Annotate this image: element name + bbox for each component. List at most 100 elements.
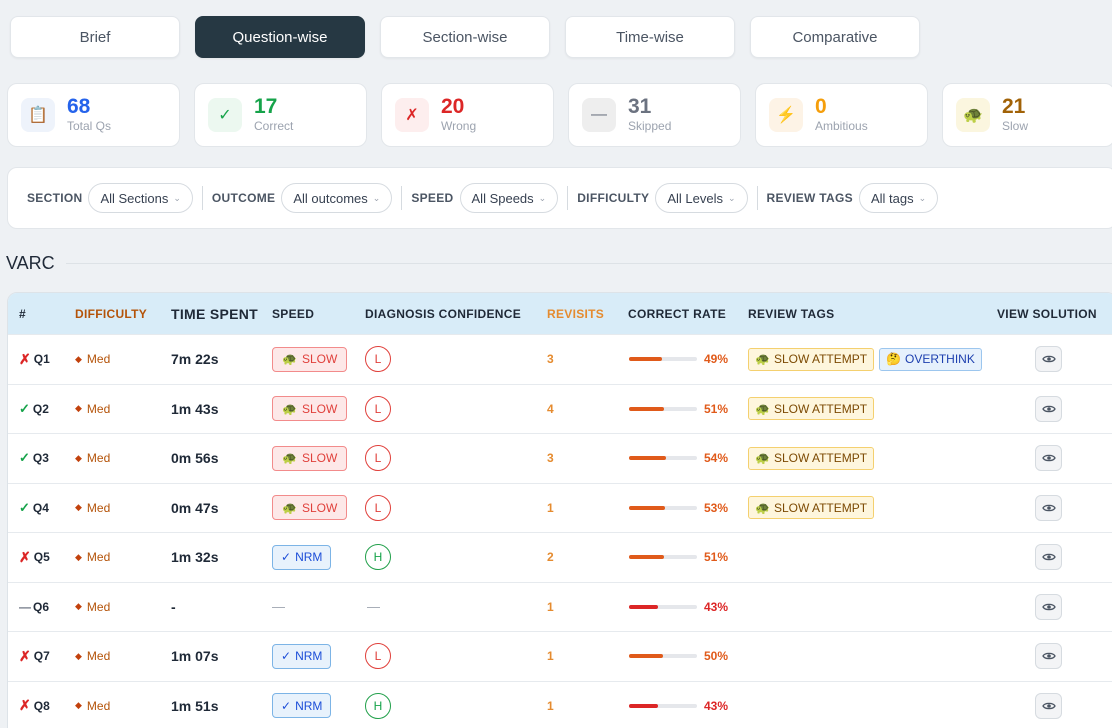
difficulty-cell: ◆ Med bbox=[75, 402, 171, 416]
stat-text: 21 Slow bbox=[1002, 96, 1028, 134]
view-solution-button[interactable] bbox=[1035, 544, 1062, 571]
speed-label: SLOW bbox=[301, 500, 338, 515]
speed-cell: 🐢 SLOW bbox=[272, 445, 365, 471]
filter-select[interactable]: All Sections ⌄ bbox=[88, 183, 193, 213]
filter-divider bbox=[201, 186, 203, 210]
question-id: Q5 bbox=[33, 550, 50, 565]
speed-badge-normal: ✓ NRM bbox=[272, 544, 332, 570]
filter-divider bbox=[401, 186, 403, 210]
stat-value: 20 bbox=[441, 95, 465, 118]
stat-card-slow: 🐢 21 Slow bbox=[942, 83, 1112, 147]
view-tabs: Brief Question-wise Section-wise Time-wise C… bbox=[10, 16, 920, 58]
diamond-icon: ◆ bbox=[75, 502, 82, 513]
eye-icon bbox=[1041, 652, 1056, 660]
speed-badge-slow: 🐢 SLOW bbox=[272, 495, 348, 521]
review-tags-cell: 🐢 SLOW ATTEMPT 🤔 OVERTHINK bbox=[748, 347, 997, 371]
tag-label: SLOW ATTEMPT bbox=[773, 500, 868, 515]
diamond-icon: ◆ bbox=[75, 551, 82, 562]
tab-time-wise[interactable]: Time-wise bbox=[565, 16, 735, 58]
table-row: ✗ Q1 ◆ Med 7m 22s 🐢 SLOW L 3 49% 🐢 SLOW ATTEMPT 🤔 OVE… bbox=[8, 334, 1112, 384]
view-solution-cell bbox=[997, 395, 1107, 422]
stat-value: 68 bbox=[67, 95, 91, 118]
difficulty-cell: ◆ Med bbox=[75, 699, 171, 713]
view-solution-button[interactable] bbox=[1035, 445, 1062, 472]
tag-slow-attempt: 🐢 SLOW ATTEMPT bbox=[748, 496, 875, 520]
correct-rate-value: 53% bbox=[704, 500, 729, 515]
difficulty-cell: ◆ Med bbox=[75, 550, 171, 564]
question-id-cell: — Q6 bbox=[8, 600, 75, 614]
column-header: REVIEW TAGS bbox=[748, 306, 835, 321]
correct-rate-value: 51% bbox=[704, 550, 729, 565]
correct-rate-fill bbox=[629, 406, 664, 411]
stat-label: Total Qs bbox=[67, 119, 112, 133]
skipped-icon: — bbox=[19, 599, 31, 614]
filter-value: All outcomes bbox=[293, 190, 368, 206]
confidence-cell: L bbox=[365, 643, 547, 670]
table-row: ✗ Q8 ◆ Med 1m 51s ✓ NRM H 1 43% bbox=[8, 680, 1112, 728]
tab-question-wise[interactable]: Question-wise bbox=[195, 16, 365, 58]
review-tags-cell: 🐢 SLOW ATTEMPT bbox=[748, 496, 997, 520]
confidence-low-badge: L bbox=[365, 395, 391, 422]
correct-rate-cell: 50% bbox=[628, 649, 748, 663]
turtle-icon: 🐢 bbox=[755, 352, 770, 367]
tag-slow-attempt: 🐢 SLOW ATTEMPT bbox=[748, 446, 875, 470]
view-solution-button[interactable] bbox=[1035, 643, 1062, 670]
correct-rate-cell: 53% bbox=[628, 501, 748, 515]
view-solution-button[interactable] bbox=[1035, 395, 1062, 422]
speed-label: NRM bbox=[295, 698, 323, 713]
correct-rate-fill bbox=[629, 604, 659, 609]
view-solution-button[interactable] bbox=[1035, 494, 1062, 521]
correct-rate-value: 51% bbox=[704, 401, 729, 416]
review-tags-cell: 🐢 SLOW ATTEMPT bbox=[748, 446, 997, 470]
confidence-cell: H bbox=[365, 544, 547, 571]
revisits: 2 bbox=[547, 550, 554, 565]
table-row: ✓ Q3 ◆ Med 0m 56s 🐢 SLOW L 3 54% 🐢 SLOW ATTEMPT bbox=[8, 433, 1112, 483]
tag-label: OVERTHINK bbox=[905, 352, 975, 367]
table-row: ✗ Q7 ◆ Med 1m 07s ✓ NRM L 1 50% bbox=[8, 631, 1112, 681]
revisits: 1 bbox=[547, 698, 554, 713]
filter-label: REVIEW TAGS bbox=[766, 191, 853, 205]
speed-badge-slow: 🐢 SLOW bbox=[272, 346, 348, 372]
view-solution-button[interactable] bbox=[1035, 593, 1062, 620]
table-header: # DIFFICULTY TIME SPENT SPEED DIAGNOSIS CONF… bbox=[8, 293, 1112, 334]
filter-divider bbox=[756, 186, 758, 210]
view-solution-button[interactable] bbox=[1035, 346, 1062, 373]
correct-rate-bar bbox=[629, 456, 697, 461]
wrong-icon: ✗ bbox=[19, 548, 31, 565]
question-id: Q7 bbox=[33, 649, 50, 664]
filter-select[interactable]: All tags ⌄ bbox=[858, 183, 939, 213]
question-table: # DIFFICULTY TIME SPENT SPEED DIAGNOSIS CONF… bbox=[7, 292, 1112, 728]
confidence-cell: L bbox=[365, 445, 547, 472]
filter-select[interactable]: All outcomes ⌄ bbox=[281, 183, 393, 213]
tab-section-wise[interactable]: Section-wise bbox=[380, 16, 550, 58]
eye-icon bbox=[1041, 603, 1056, 611]
filter-select[interactable]: All Levels ⌄ bbox=[655, 183, 748, 213]
tab-comparative[interactable]: Comparative bbox=[750, 16, 920, 58]
filter-select[interactable]: All Speeds ⌄ bbox=[459, 183, 559, 213]
tab-brief[interactable]: Brief bbox=[10, 16, 180, 58]
stat-text: 0 Ambitious bbox=[815, 96, 868, 134]
eye-icon bbox=[1041, 355, 1056, 363]
correct-rate-bar bbox=[629, 406, 697, 411]
wrong-icon: ✗ bbox=[19, 697, 31, 714]
view-solution-button[interactable] bbox=[1035, 692, 1062, 719]
chevron-down-icon: ⌄ bbox=[918, 192, 927, 203]
filter-review-tags: REVIEW TAGS All tags ⌄ bbox=[767, 183, 939, 213]
table-row: ✓ Q4 ◆ Med 0m 47s 🐢 SLOW L 1 53% 🐢 SLOW ATTEMPT bbox=[8, 482, 1112, 533]
column-header: REVISITS bbox=[547, 306, 605, 321]
filter-difficulty: DIFFICULTY All Levels ⌄ bbox=[577, 183, 748, 213]
speed-label: SLOW bbox=[301, 451, 338, 466]
correct-rate-fill bbox=[629, 654, 663, 659]
turtle-icon: 🐢 bbox=[282, 401, 297, 416]
clipboard-icon: 📋 bbox=[21, 98, 55, 132]
chevron-down-icon: ⌄ bbox=[372, 192, 381, 203]
correct-rate-value: 49% bbox=[704, 352, 729, 367]
stat-value: 17 bbox=[254, 95, 278, 118]
difficulty-value: Med bbox=[86, 550, 111, 565]
view-solution-cell bbox=[997, 692, 1107, 719]
eye-icon bbox=[1041, 504, 1056, 512]
cross-icon: ✗ bbox=[395, 98, 429, 132]
time-spent: 7m 22s bbox=[171, 351, 219, 368]
time-spent: 1m 07s bbox=[171, 648, 219, 665]
diamond-icon: ◆ bbox=[75, 452, 82, 463]
